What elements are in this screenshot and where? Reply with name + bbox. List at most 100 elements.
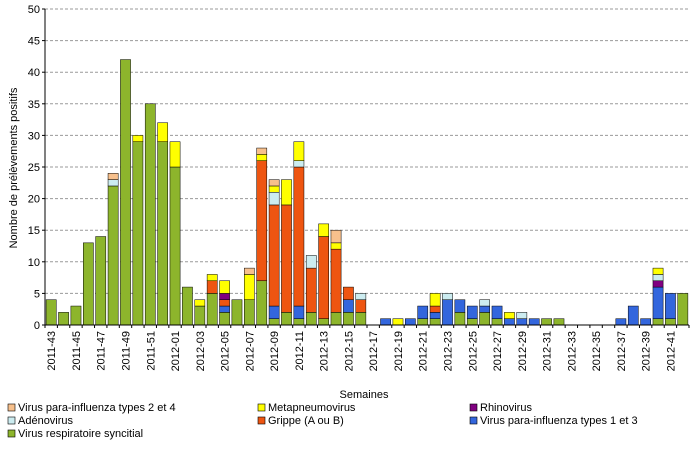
bar-segment	[256, 154, 268, 161]
bar-segment	[528, 318, 540, 326]
x-tick-label: 2011-47	[96, 331, 108, 371]
bar-segment	[268, 179, 280, 187]
bar-segment	[380, 318, 391, 326]
bar-segment	[652, 286, 664, 319]
bar-segment	[107, 173, 119, 180]
bar-segment	[615, 318, 627, 326]
bar-segment	[268, 204, 280, 307]
bar-segment	[169, 141, 181, 168]
bar-segment	[665, 293, 676, 319]
bar-segment	[305, 255, 317, 269]
bar-segment	[553, 318, 565, 326]
bar-segment	[107, 185, 119, 326]
bar-segment	[194, 299, 206, 307]
bar-segment	[206, 280, 218, 294]
x-tick-label: 2012-09	[269, 331, 281, 371]
x-tick-label: 2012-11	[294, 331, 306, 371]
bar-segment	[466, 305, 478, 319]
legend-label: Adénovirus	[18, 415, 74, 427]
bar-segment	[454, 299, 466, 313]
bar-segment	[429, 318, 441, 326]
bar-segment	[268, 192, 280, 206]
bar-segment	[268, 185, 280, 193]
bar-segment	[491, 305, 503, 319]
bar-segment	[466, 318, 478, 326]
x-tick-label: 2012-39	[641, 331, 653, 371]
bar-segment	[132, 141, 144, 326]
bar-segment	[504, 312, 515, 319]
bar-segment	[343, 286, 354, 300]
bar-segment	[219, 312, 230, 326]
axes	[42, 8, 690, 328]
bar-segment	[516, 318, 528, 326]
bar-segment	[144, 103, 156, 326]
y-tick-label: 10	[28, 257, 40, 269]
bar-segment	[504, 318, 515, 326]
bars	[45, 59, 689, 326]
bar-segment	[219, 305, 230, 313]
bar-segment	[219, 299, 230, 307]
bar-segment	[244, 267, 255, 275]
x-tick-label: 2012-27	[492, 331, 504, 371]
bar-segment	[58, 312, 69, 326]
bar-segment	[256, 280, 268, 326]
y-tick-label: 50	[28, 4, 40, 16]
bar-segment	[157, 141, 168, 326]
bar-segment	[132, 135, 144, 142]
bar-segment	[219, 293, 230, 300]
bar-segment	[293, 166, 305, 307]
y-tick-label: 0	[34, 320, 40, 332]
bar-segment	[120, 59, 131, 326]
x-tick-label: 2012-17	[368, 331, 380, 371]
bar-segment	[442, 299, 453, 326]
bar-segment	[330, 248, 342, 313]
bar-segment	[281, 312, 292, 326]
bar-segment	[355, 293, 367, 300]
bar-segment	[491, 318, 503, 326]
y-tick-label: 25	[28, 162, 40, 174]
bar-segment	[652, 267, 664, 275]
x-tick-label: 2012-21	[418, 331, 430, 371]
x-tick-label: 2011-51	[145, 331, 157, 371]
legend-label: Grippe (A ou B)	[268, 415, 344, 427]
bar-segment	[665, 318, 676, 326]
x-tick-label: 2012-41	[665, 331, 677, 371]
bar-segment	[305, 267, 317, 313]
bar-segment	[256, 147, 268, 155]
x-tick-label: 2012-05	[220, 331, 232, 371]
bar-segment	[281, 179, 292, 206]
bar-segment	[293, 305, 305, 319]
bar-segment	[652, 274, 664, 282]
bar-segment	[268, 318, 280, 326]
y-tick-label: 35	[28, 99, 40, 111]
x-tick-label: 2012-15	[343, 331, 355, 371]
legend-label: Virus para-influenza types 2 et 4	[18, 402, 176, 414]
bar-segment	[330, 242, 342, 250]
y-tick-labels: 0 5 10 15 20 25 30 35 40 45 50	[28, 4, 40, 332]
bar-segment	[281, 204, 292, 313]
bar-segment	[330, 229, 342, 244]
bar-segment	[293, 318, 305, 326]
bar-segment	[70, 305, 82, 326]
bar-segment	[627, 305, 639, 326]
legend-label: Virus respiratoire syncitial	[18, 428, 143, 440]
y-tick-label: 40	[28, 67, 40, 79]
legend-label: Virus para-influenza types 1 et 3	[480, 415, 638, 427]
bar-segment	[405, 318, 416, 326]
x-tick-label: 2012-35	[591, 331, 603, 371]
bar-segment	[305, 312, 317, 326]
bar-segment	[640, 318, 651, 326]
x-tick-label: 2012-33	[566, 331, 578, 371]
bar-segment	[417, 305, 429, 319]
bar-segment	[541, 318, 552, 326]
x-tick-label: 2012-29	[517, 331, 529, 371]
legend-swatch	[469, 403, 478, 412]
x-tick-label: 2011-49	[121, 331, 133, 371]
legend: Virus para-influenza types 2 et 4 Metapne…	[7, 402, 638, 440]
bar-segment	[318, 318, 329, 326]
legend-swatch	[7, 403, 16, 412]
x-tick-label: 2011-45	[71, 331, 83, 371]
bar-segment	[244, 274, 255, 300]
bar-segment	[343, 299, 354, 313]
